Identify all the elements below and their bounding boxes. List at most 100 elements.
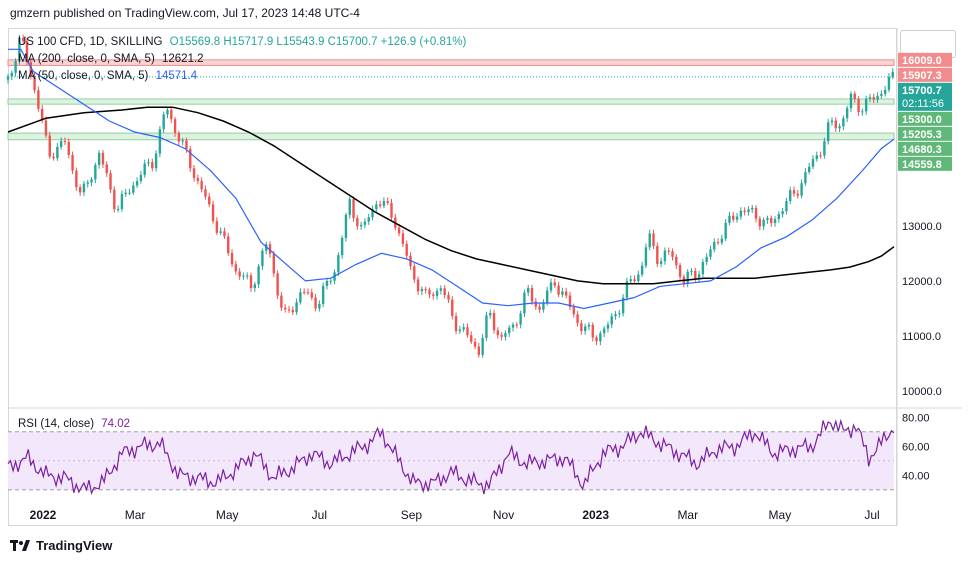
candle-body (891, 71, 894, 78)
resistance-zone (7, 59, 895, 66)
candle-body (694, 270, 697, 280)
candle-body (602, 328, 606, 334)
candle-body (466, 327, 469, 336)
candle (219, 227, 222, 236)
candle-body (823, 141, 826, 156)
candle (792, 186, 796, 197)
price-badge-label: 14680.3 (902, 144, 942, 156)
candle (713, 238, 716, 253)
candle-body (492, 312, 496, 331)
candle-body (299, 292, 302, 303)
candle-body (485, 315, 488, 338)
candle-body (249, 275, 253, 289)
rsi-label[interactable]: RSI (14, close) (18, 418, 95, 430)
candle-body (458, 329, 462, 332)
candle (838, 123, 841, 133)
candle (215, 217, 219, 236)
candle (876, 92, 879, 103)
candle (686, 269, 689, 288)
candle-body (318, 303, 321, 309)
tradingview-logo-icon (10, 539, 30, 551)
candle (815, 151, 818, 162)
candle (659, 257, 663, 268)
candle (614, 310, 617, 320)
candle-body (124, 192, 127, 195)
candle (595, 335, 598, 346)
candle-body (48, 135, 51, 157)
candle (842, 115, 845, 131)
candle-body (583, 326, 587, 332)
candle-body (67, 141, 70, 155)
candle (485, 311, 488, 341)
candle-body (849, 93, 853, 109)
candle (291, 306, 294, 316)
candle (344, 212, 348, 242)
candle-body (697, 274, 701, 280)
candle (139, 171, 143, 184)
candle (511, 322, 515, 332)
candle (610, 313, 613, 329)
candle (747, 206, 750, 216)
price-badge: 15907.3 (898, 67, 952, 82)
price-badge: 14680.3 (898, 141, 952, 156)
candle-body (352, 199, 355, 219)
candle (621, 294, 625, 317)
candle-body (359, 224, 363, 227)
candle-body (462, 327, 465, 330)
candle (181, 137, 184, 146)
candle-body (640, 265, 644, 275)
candle-body (287, 309, 291, 311)
candle-body (227, 236, 230, 254)
ohlc-values: O15569.8 H15717.9 L15543.9 C15700.7 +126… (169, 36, 467, 48)
candle (352, 196, 355, 222)
candle-body (663, 250, 667, 262)
candle-body (576, 314, 579, 324)
candle-body (508, 327, 511, 334)
tradingview-footer[interactable]: TradingView (10, 538, 112, 553)
ma50-label[interactable]: MA (50, close, 0, SMA, 5) (18, 70, 149, 82)
candle (424, 286, 427, 294)
candle-body (656, 246, 659, 264)
candle-body (82, 183, 86, 193)
candle (116, 205, 120, 213)
candle (709, 245, 712, 260)
candle-body (340, 237, 344, 256)
time-tick-label: Mar (125, 508, 146, 522)
candle (781, 208, 784, 218)
candle (10, 70, 13, 81)
candle (295, 298, 298, 315)
candle-body (758, 218, 762, 227)
rsi-legend-row: RSI (14, close) 74.02 (18, 418, 134, 430)
candle-body (667, 250, 670, 252)
candle (78, 184, 82, 197)
candle-body (439, 288, 443, 291)
candle (135, 177, 139, 188)
price-badge-timer: 02:11:56 (902, 98, 944, 110)
candle-body (549, 282, 553, 291)
candle (158, 125, 162, 158)
candle-body (872, 97, 875, 100)
candle-body (610, 316, 613, 325)
candle (845, 105, 849, 123)
candle (534, 298, 538, 311)
candle-body (876, 95, 879, 100)
candle (766, 215, 769, 224)
candle-body (101, 152, 105, 165)
candle-body (815, 155, 818, 160)
candle-body (390, 202, 393, 218)
candle-body (785, 201, 788, 212)
candle-body (56, 146, 59, 159)
candle-body (344, 214, 348, 238)
candle (789, 186, 792, 205)
price-tick-label: 12000.0 (902, 276, 942, 288)
ma200-label[interactable]: MA (200, close, 0, SMA, 5) (18, 53, 155, 65)
candle-body (451, 299, 454, 317)
candle-body (135, 181, 139, 186)
symbol-label[interactable]: US 100 CFD, 1D, SKILLING (18, 36, 163, 48)
candle (542, 299, 545, 313)
candle-body (826, 122, 830, 142)
candle-body (838, 126, 841, 129)
candle-body (880, 93, 883, 96)
candle (348, 196, 351, 219)
